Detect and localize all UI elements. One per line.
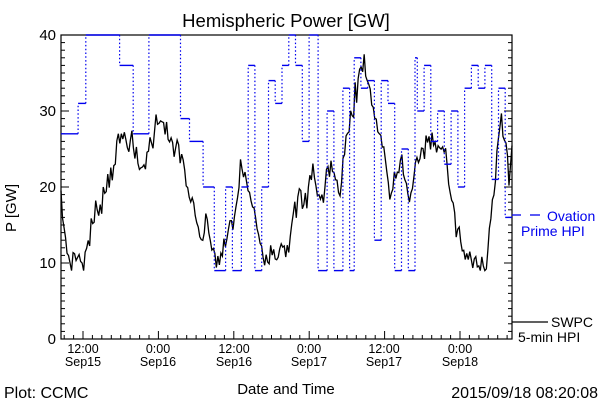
svg-text:12:00: 12:00	[67, 342, 98, 356]
svg-text:30: 30	[39, 103, 56, 120]
svg-text:Sep16: Sep16	[216, 355, 252, 369]
svg-text:Sep17: Sep17	[366, 355, 402, 369]
svg-text:Sep16: Sep16	[140, 355, 176, 369]
svg-text:12:00: 12:00	[368, 342, 399, 356]
svg-text:Sep17: Sep17	[291, 355, 327, 369]
svg-text:0: 0	[48, 331, 56, 348]
svg-text:P [GW]: P [GW]	[3, 184, 20, 232]
svg-text:40: 40	[39, 27, 56, 44]
svg-text:0:00: 0:00	[297, 342, 321, 356]
svg-text:20: 20	[39, 179, 56, 196]
svg-text:Sep15: Sep15	[65, 355, 101, 369]
svg-text:Hemispheric Power [GW]: Hemispheric Power [GW]	[182, 10, 390, 31]
svg-text:10: 10	[39, 255, 56, 272]
svg-text:2015/09/18 08:20:08: 2015/09/18 08:20:08	[451, 385, 598, 400]
svg-text:Plot: CCMC: Plot: CCMC	[4, 385, 88, 400]
svg-text:12:00: 12:00	[218, 342, 249, 356]
svg-text:5-min HPI: 5-min HPI	[518, 329, 580, 345]
svg-text:Date and Time: Date and Time	[237, 381, 335, 398]
svg-text:Prime HPI: Prime HPI	[521, 223, 585, 239]
svg-text:0:00: 0:00	[448, 342, 472, 356]
svg-text:0:00: 0:00	[146, 342, 170, 356]
svg-text:SWPC: SWPC	[551, 314, 593, 330]
svg-text:Sep18: Sep18	[442, 355, 478, 369]
svg-text:Ovation: Ovation	[547, 208, 595, 224]
